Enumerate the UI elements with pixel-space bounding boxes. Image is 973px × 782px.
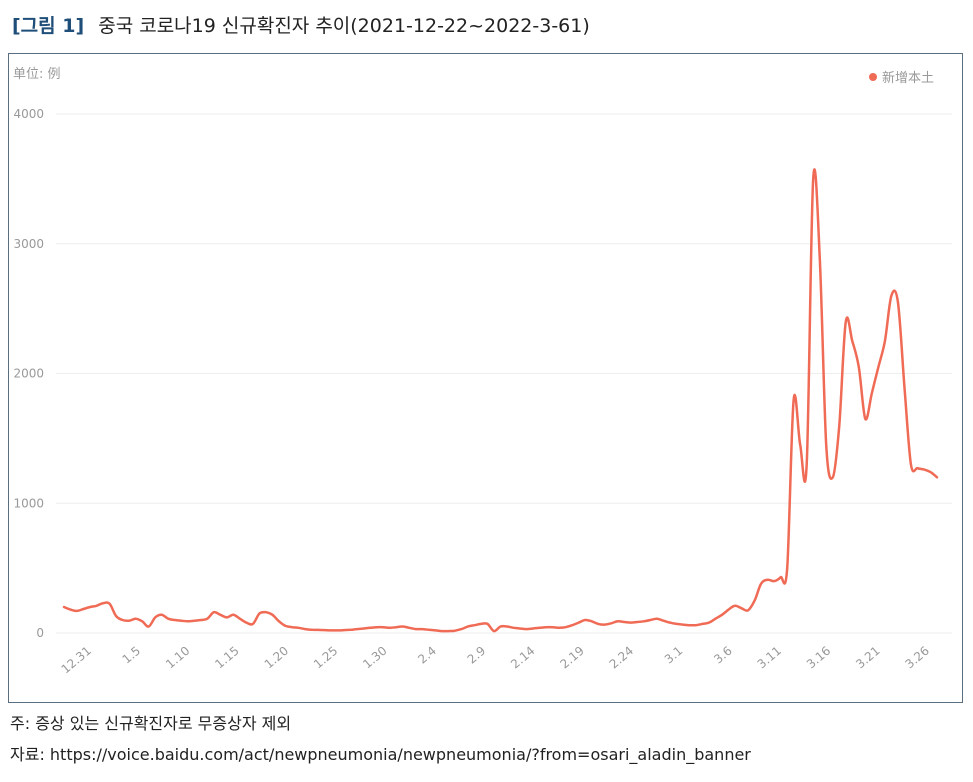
figure-label: [그림 1] <box>12 15 85 37</box>
figure-title-text: 중국 코로나19 신규확진자 추이(2021-12-22~2022-3-61) <box>98 15 590 37</box>
x-tick-label: 12.31 <box>59 644 94 677</box>
y-unit-label: 单位: 例 <box>13 67 61 82</box>
x-tick-label: 3.16 <box>804 644 833 672</box>
line-chart: 单位: 例 0 1000 2000 3000 4000 新增本土 12.31 1.5 1.10 1.… <box>13 67 952 677</box>
x-tick-label: 2.4 <box>415 644 439 667</box>
y-tick-label: 0 <box>36 626 44 640</box>
x-tick-label: 2.14 <box>508 644 537 672</box>
x-tick-label: 1.25 <box>311 644 340 672</box>
y-tick-label: 1000 <box>13 496 44 510</box>
x-tick-label: 1.20 <box>262 644 291 672</box>
figure-title: [그림 1] 중국 코로나19 신규확진자 추이(2021-12-22~2022… <box>12 14 590 38</box>
x-tick-label: 3.1 <box>662 644 686 667</box>
chart-source: 자료: https://voice.baidu.com/act/newpneum… <box>10 745 751 764</box>
x-tick-label: 1.15 <box>212 644 241 672</box>
series-line-local-new-cases <box>62 168 939 633</box>
x-tick-label: 2.19 <box>557 644 586 672</box>
x-tick-label: 3.11 <box>755 644 784 672</box>
legend-marker <box>869 73 877 81</box>
x-tick-label: 2.9 <box>465 644 489 667</box>
y-tick-label: 2000 <box>13 367 44 381</box>
x-tick-label: 1.30 <box>360 644 389 672</box>
chart-note: 주: 증상 있는 신규확진자로 무증상자 제외 <box>10 714 292 733</box>
y-tick-label: 4000 <box>13 107 44 121</box>
chart-frame: 单位: 例 0 1000 2000 3000 4000 新增本土 12.31 1.5 1.10 1.… <box>8 53 963 703</box>
x-tick-label: 3.26 <box>902 644 931 672</box>
legend-label: 新增本土 <box>882 70 934 86</box>
x-tick-label: 1.5 <box>120 644 144 667</box>
x-tick-label: 3.6 <box>711 644 735 667</box>
y-tick-label: 3000 <box>13 237 44 251</box>
x-tick-label: 3.21 <box>853 644 882 672</box>
x-tick-label: 1.10 <box>163 644 192 672</box>
x-tick-label: 2.24 <box>607 644 636 672</box>
